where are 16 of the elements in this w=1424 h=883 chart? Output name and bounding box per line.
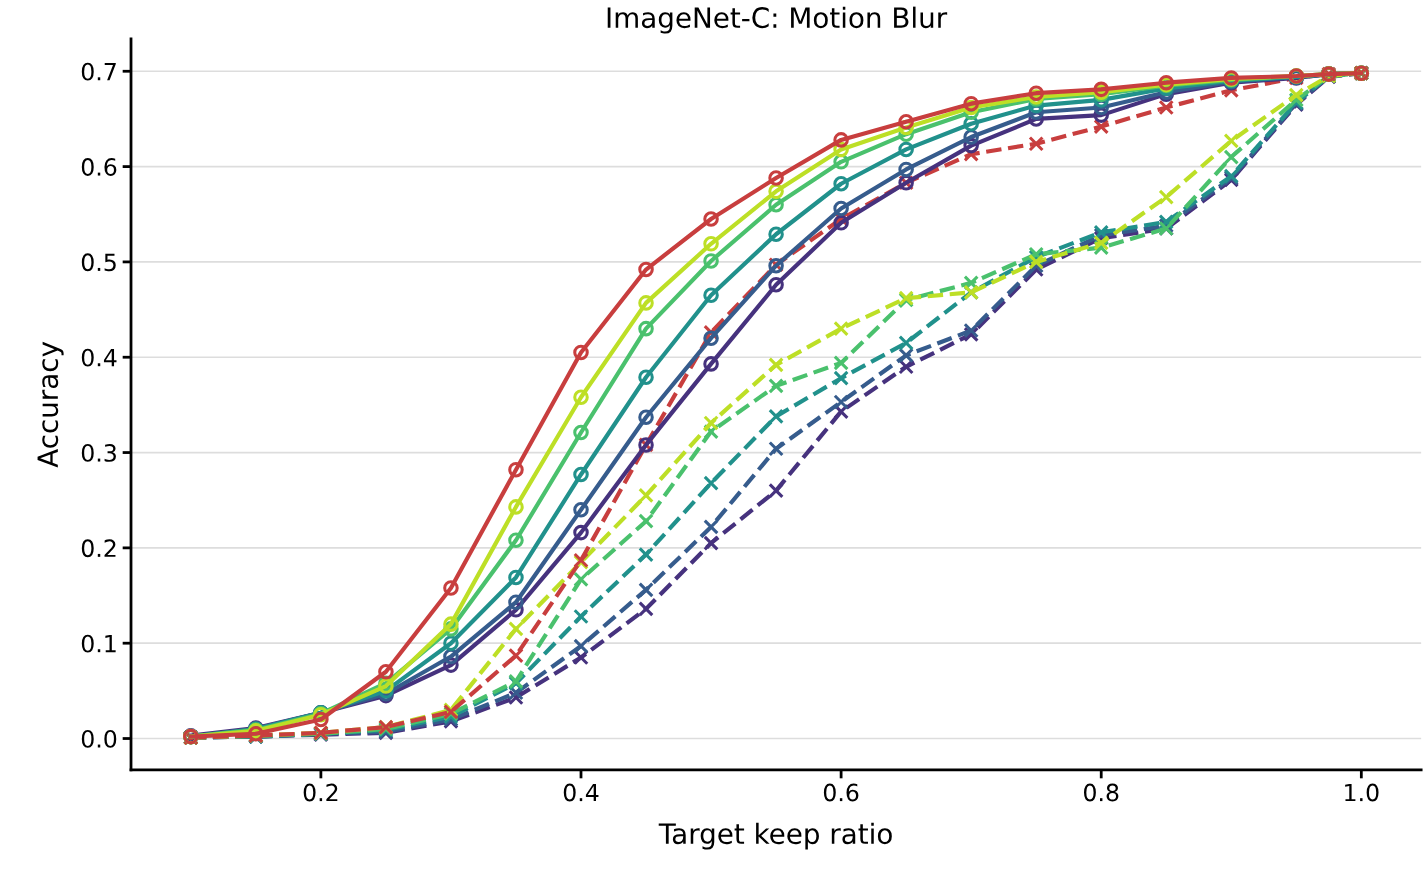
x-tick-label: 0.4 <box>563 783 599 802</box>
y-tick-label: 0.6 <box>81 158 117 176</box>
x-tick-label: 1.0 <box>1345 783 1379 802</box>
y-tick-label: 0.4 <box>81 348 117 367</box>
x-tick-label: 0.6 <box>823 783 859 802</box>
y-tick-label: 0.7 <box>81 62 116 81</box>
y-tick-label: 0.5 <box>81 253 116 272</box>
y-tick-label: 0.2 <box>81 539 116 558</box>
y-tick-label: 0.1 <box>81 634 116 653</box>
x-tick-label: 0.8 <box>1084 783 1119 802</box>
y-axis-title: Accuracy <box>37 341 64 468</box>
x-axis-title: Target keep ratio <box>658 822 892 850</box>
y-tick-label: 0.0 <box>81 729 117 748</box>
x-tick-label: 0.2 <box>303 783 338 802</box>
y-tick-label: 0.3 <box>81 444 116 462</box>
chart-title: ImageNet-C: Motion Blur <box>607 6 948 34</box>
